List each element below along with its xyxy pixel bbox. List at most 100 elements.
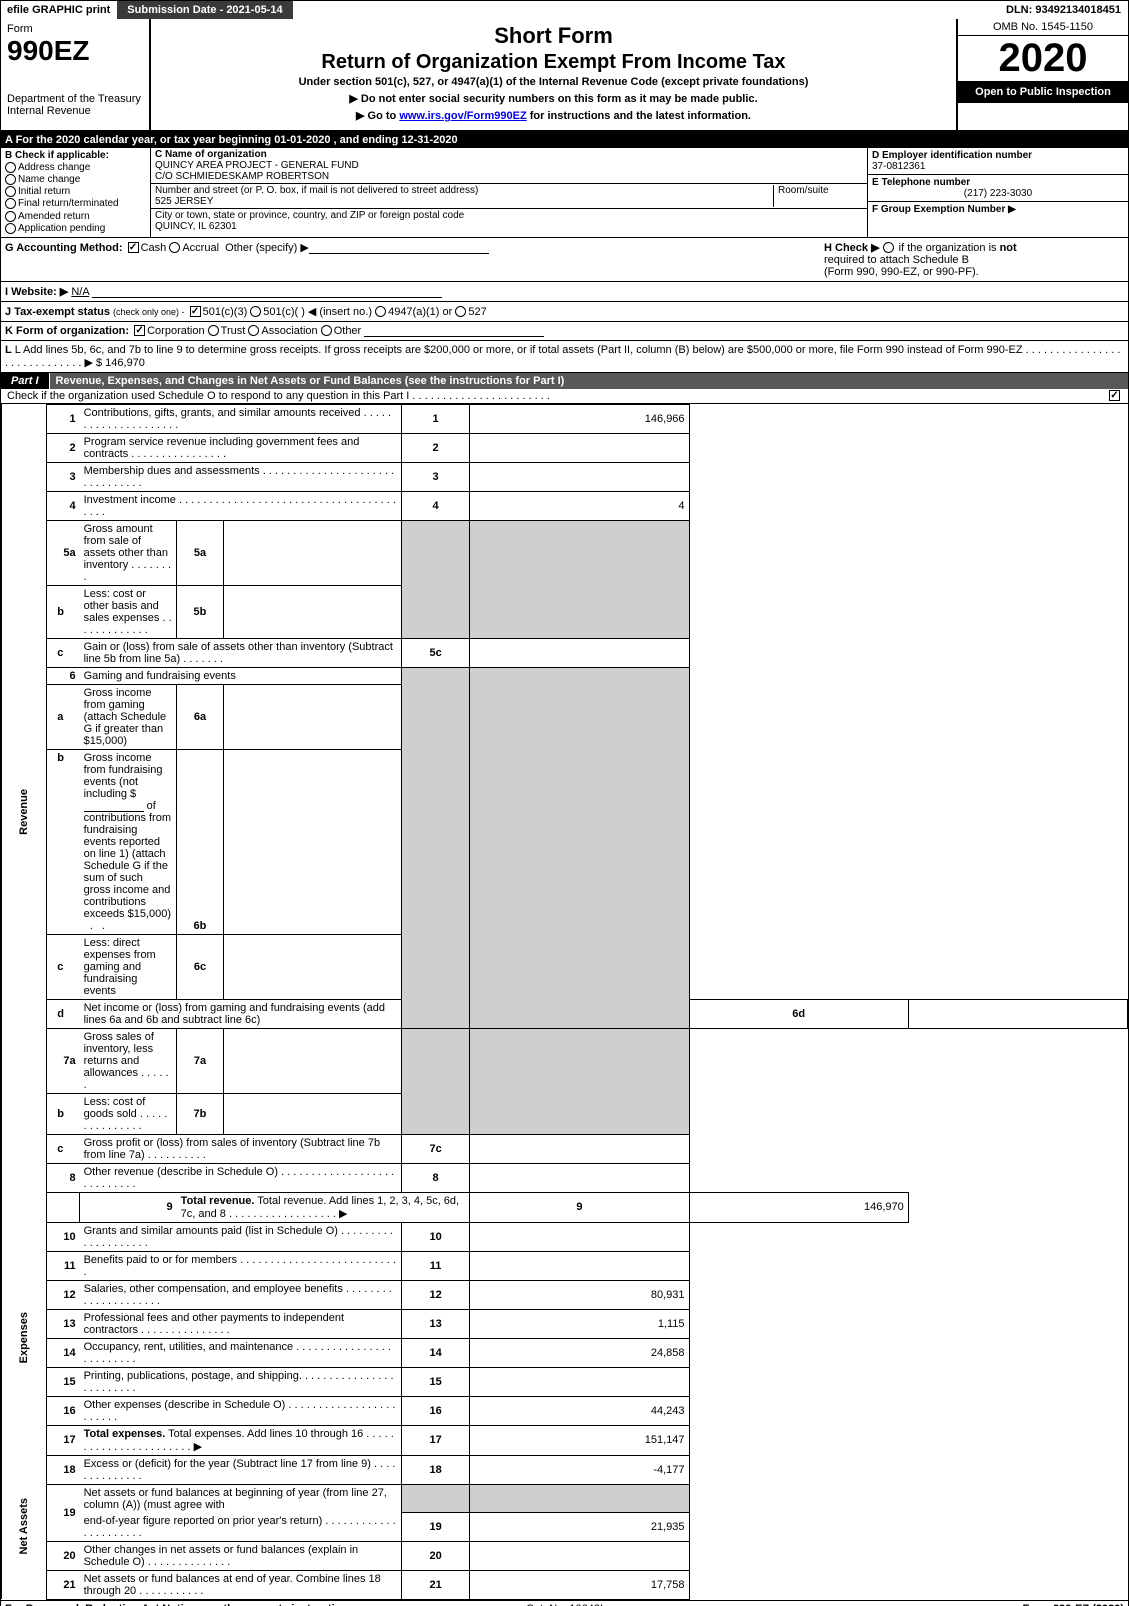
footer-left: For Paperwork Reduction Act Notice, see … [5,1603,378,1606]
line-2: 2Program service revenue including gover… [2,433,1128,462]
return-title: Return of Organization Exempt From Incom… [157,51,950,74]
org-name-2: C/O SCHMIEDESKAMP ROBERTSON [155,171,329,182]
part1-title: Revenue, Expenses, and Changes in Net As… [50,373,1128,389]
room-label: Room/suite [778,185,829,196]
website-value: N/A [71,286,89,298]
header-right: OMB No. 1545-1150 2020 Open to Public In… [958,19,1128,130]
l-value: 146,970 [105,357,145,369]
line-18: Net Assets 18Excess or (deficit) for the… [2,1455,1128,1484]
line-9: 9Total revenue. Total revenue. Add lines… [2,1192,1128,1222]
line-12: 12Salaries, other compensation, and empl… [2,1280,1128,1309]
i-label: I Website: ▶ [5,286,68,298]
line-7a: 7aGross sales of inventory, less returns… [2,1028,1128,1093]
line-20: 20Other changes in net assets or fund ba… [2,1541,1128,1570]
chk-cash[interactable] [128,242,139,253]
row-i: I Website: ▶ N/A [1,282,1128,302]
c-label: C Name of organization [155,149,267,160]
chk-trust[interactable] [208,325,219,336]
l-text: L Add lines 5b, 6c, and 7b to line 9 to … [5,344,1120,369]
line-17: 17Total expenses. Total expenses. Add li… [2,1425,1128,1455]
page-footer: For Paperwork Reduction Act Notice, see … [1,1600,1128,1606]
chk-scheduleO[interactable] [1109,390,1120,401]
part1-table: Revenue 1 Contributions, gifts, grants, … [1,404,1128,1600]
line-11: 11Benefits paid to or for members . . . … [2,1251,1128,1280]
sidelabel-expenses: Expenses [2,1222,47,1455]
submission-date-button[interactable]: Submission Date - 2021-05-14 [117,1,293,19]
form-word: Form [7,23,143,35]
contrib-amt-input[interactable] [84,800,144,812]
sidelabel-netassets: Net Assets [2,1455,47,1599]
other-method-input[interactable] [309,242,489,254]
line-8: 8Other revenue (describe in Schedule O) … [2,1163,1128,1192]
line-21: 21Net assets or fund balances at end of … [2,1570,1128,1599]
footer-right: Form 990-EZ (2020) [751,1603,1124,1606]
line-4: 4Investment income . . . . . . . . . . .… [2,491,1128,520]
ein-value: 37-0812361 [872,161,925,172]
dept-treasury: Department of the Treasury [7,93,143,105]
city-value: QUINCY, IL 62301 [155,221,237,232]
chk-address-change[interactable]: Address change [5,162,146,173]
b-label: B Check if applicable: [5,150,146,161]
line-1: Revenue 1 Contributions, gifts, grants, … [2,404,1128,433]
goto-pre: Go to [368,110,400,122]
e-label: E Telephone number [872,177,970,188]
dept-irs: Internal Revenue [7,105,143,117]
form-header: Form 990EZ Department of the Treasury In… [1,19,1128,132]
org-name-1: QUINCY AREA PROJECT - GENERAL FUND [155,160,359,171]
g-label: G Accounting Method: [5,242,123,254]
j-label: J Tax-exempt status [5,306,110,318]
chk-501c3[interactable] [190,306,201,317]
privacy-warning: Do not enter social security numbers on … [157,92,950,105]
chk-assoc[interactable] [248,325,259,336]
chk-4947[interactable] [375,306,386,317]
line-15: 15Printing, publications, postage, and s… [2,1367,1128,1396]
chk-501c[interactable] [250,306,261,317]
sidelabel-revenue: Revenue [2,404,47,1222]
efile-label: efile GRAPHIC print [1,1,117,19]
chk-final-return[interactable]: Final return/terminated [5,198,146,209]
phone-value: (217) 223-3030 [872,188,1124,199]
k-label: K Form of organization: [5,325,129,337]
part1-tag: Part I [1,373,50,389]
entity-block: B Check if applicable: Address change Na… [1,148,1128,238]
line-7c: cGross profit or (loss) from sales of in… [2,1134,1128,1163]
short-form-label: Short Form [157,23,950,49]
dln-label: DLN: 93492134018451 [1000,1,1128,19]
line-3: 3Membership dues and assessments . . . .… [2,462,1128,491]
row-j: J Tax-exempt status (check only one) - 5… [1,302,1128,322]
line-19a: 19Net assets or fund balances at beginni… [2,1484,1128,1513]
goto-post: for instructions and the latest informat… [527,110,751,122]
h-label: H Check ▶ [824,242,880,254]
header-center: Short Form Return of Organization Exempt… [151,19,958,130]
line-14: 14Occupancy, rent, utilities, and mainte… [2,1338,1128,1367]
form-number: 990EZ [7,35,143,67]
irs-link[interactable]: www.irs.gov/Form990EZ [399,110,526,122]
line-6: 6Gaming and fundraising events [2,667,1128,684]
d-label: D Employer identification number [872,150,1032,161]
chk-corp[interactable] [134,325,145,336]
footer-center: Cat. No. 10642I [378,1603,751,1606]
street-label: Number and street (or P. O. box, if mail… [155,185,478,196]
street-value: 525 JERSEY [155,196,213,207]
chk-name-change[interactable]: Name change [5,174,146,185]
chk-accrual[interactable] [169,242,180,253]
chk-other-org[interactable] [321,325,332,336]
line-16: 16Other expenses (describe in Schedule O… [2,1396,1128,1425]
line-19b: end-of-year figure reported on prior yea… [2,1513,1128,1542]
chk-527[interactable] [455,306,466,317]
line-5a: 5aGross amount from sale of assets other… [2,520,1128,585]
section-c: C Name of organization QUINCY AREA PROJE… [151,148,868,237]
line-a-period: A For the 2020 calendar year, or tax yea… [1,132,1128,148]
chk-h[interactable] [883,242,894,253]
website-underline [92,286,442,298]
form-page: efile GRAPHIC print Submission Date - 20… [0,0,1129,1606]
goto-line: ▶ Go to www.irs.gov/Form990EZ for instru… [157,109,950,122]
chk-amended-return[interactable]: Amended return [5,211,146,222]
omb-number: OMB No. 1545-1150 [958,19,1128,36]
topbar-spacer [294,1,1000,19]
line-5c: cGain or (loss) from sale of assets othe… [2,638,1128,667]
chk-application-pending[interactable]: Application pending [5,223,146,234]
other-org-input[interactable] [364,325,544,337]
chk-initial-return[interactable]: Initial return [5,186,146,197]
section-b: B Check if applicable: Address change Na… [1,148,151,237]
